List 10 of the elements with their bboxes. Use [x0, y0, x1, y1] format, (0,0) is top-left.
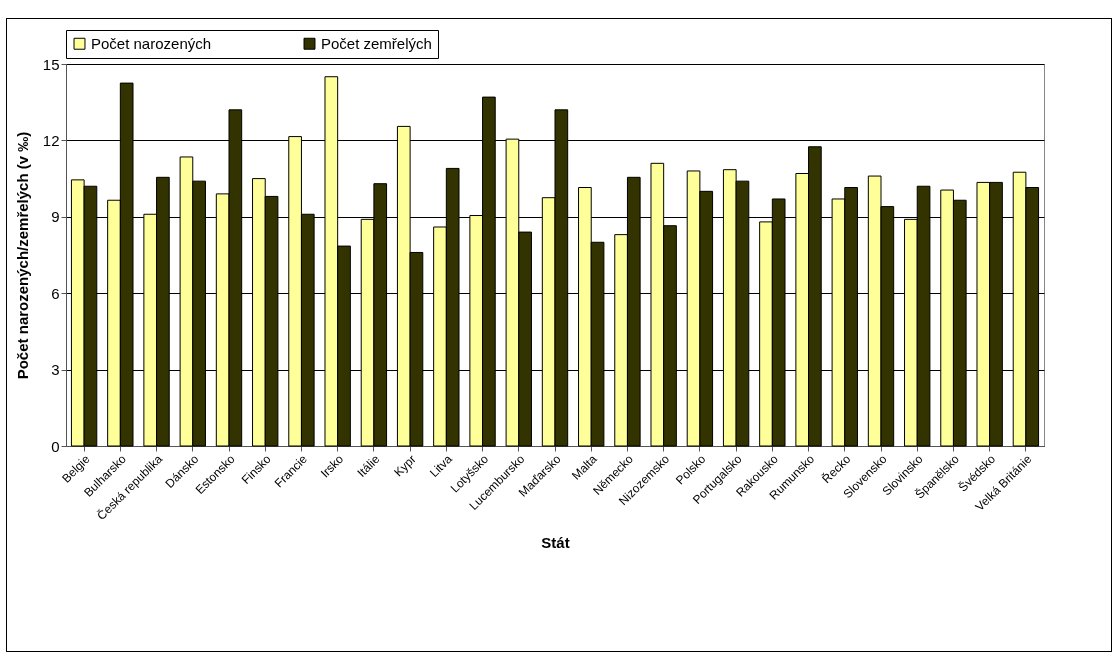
y-tick-label: 0: [51, 437, 60, 455]
y-tick-label: 15: [42, 55, 60, 73]
y-axis-title: Počet narozených/zemřelých (v ‰): [13, 131, 31, 380]
y-tick-label: 9: [51, 208, 60, 226]
y-tick-label: 3: [51, 361, 60, 379]
y-tick-label: 6: [51, 284, 60, 302]
legend-label: Počet zemřelých: [321, 34, 432, 52]
y-tick-label: 12: [42, 131, 60, 149]
x-axis-title: Stát: [541, 534, 570, 552]
legend-label: Počet narozených: [91, 34, 212, 52]
